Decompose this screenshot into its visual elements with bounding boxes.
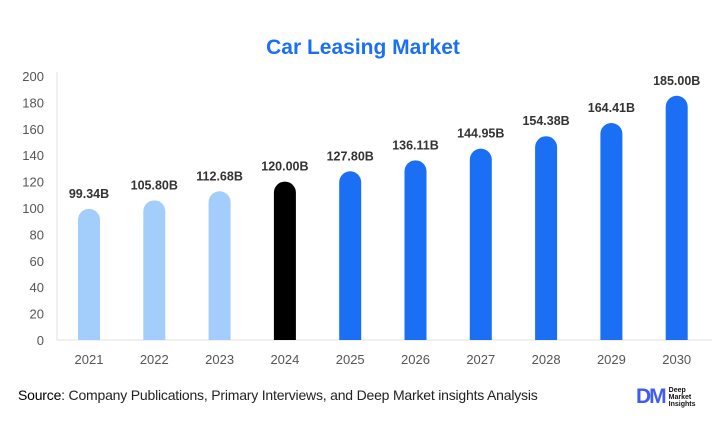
y-tick-label: 200	[22, 69, 44, 84]
x-tick-label: 2024	[270, 352, 299, 367]
y-tick-label: 120	[22, 175, 44, 190]
x-tick-label: 2023	[205, 352, 234, 367]
y-tick-label: 160	[22, 122, 44, 137]
bar	[469, 148, 492, 340]
source-note: Source: Company Publications, Primary In…	[18, 387, 538, 403]
logo-text-3: Insights	[668, 400, 696, 408]
x-tick-label: 2026	[401, 352, 430, 367]
y-tick-label: 60	[30, 254, 44, 269]
logo-text-1: Deep	[668, 386, 686, 394]
bar	[78, 208, 100, 340]
logo-mark: DM	[636, 385, 667, 408]
y-tick-label: 0	[37, 333, 44, 348]
bar	[208, 191, 231, 340]
y-tick-label: 80	[30, 227, 44, 242]
bar	[143, 200, 166, 340]
logo: DM Deep Market Insights	[636, 385, 696, 409]
data-label: 99.34B	[69, 187, 109, 201]
bar	[273, 181, 296, 340]
data-label: 112.68B	[196, 169, 243, 183]
data-label: 120.00B	[261, 160, 308, 174]
bar	[600, 122, 623, 340]
data-label: 185.00B	[653, 74, 700, 88]
x-tick-label: 2021	[75, 352, 104, 367]
data-label: 164.41B	[588, 101, 635, 115]
x-tick-label: 2030	[662, 352, 691, 367]
bar	[339, 171, 362, 340]
source-text: : Company Publications, Primary Intervie…	[61, 387, 538, 403]
y-tick-label: 180	[22, 95, 44, 110]
y-tick-label: 100	[22, 201, 44, 216]
chart-title: Car Leasing Market	[266, 36, 460, 59]
y-tick-label: 140	[22, 148, 44, 163]
x-tick-label: 2027	[466, 352, 495, 367]
x-tick-label: 2025	[336, 352, 365, 367]
bar	[665, 95, 688, 340]
source-label: Source	[18, 387, 62, 403]
bar	[535, 136, 558, 340]
data-label: 127.80B	[327, 149, 374, 163]
bar	[404, 160, 427, 340]
y-tick-label: 20	[30, 307, 44, 322]
data-label: 105.80B	[131, 178, 178, 192]
y-tick-label: 40	[30, 280, 44, 295]
data-label: 154.38B	[522, 114, 569, 128]
x-tick-label: 2028	[532, 352, 561, 367]
logo-text-2: Market	[668, 393, 692, 401]
data-label: 144.95B	[457, 127, 504, 141]
x-tick-label: 2022	[140, 352, 169, 367]
bar-chart: 0 20 40 60 80 100 120 140 160 180 200 99.34B 2021 105…	[22, 69, 712, 367]
x-tick-label: 2029	[597, 352, 626, 367]
data-label: 136.11B	[392, 138, 439, 152]
